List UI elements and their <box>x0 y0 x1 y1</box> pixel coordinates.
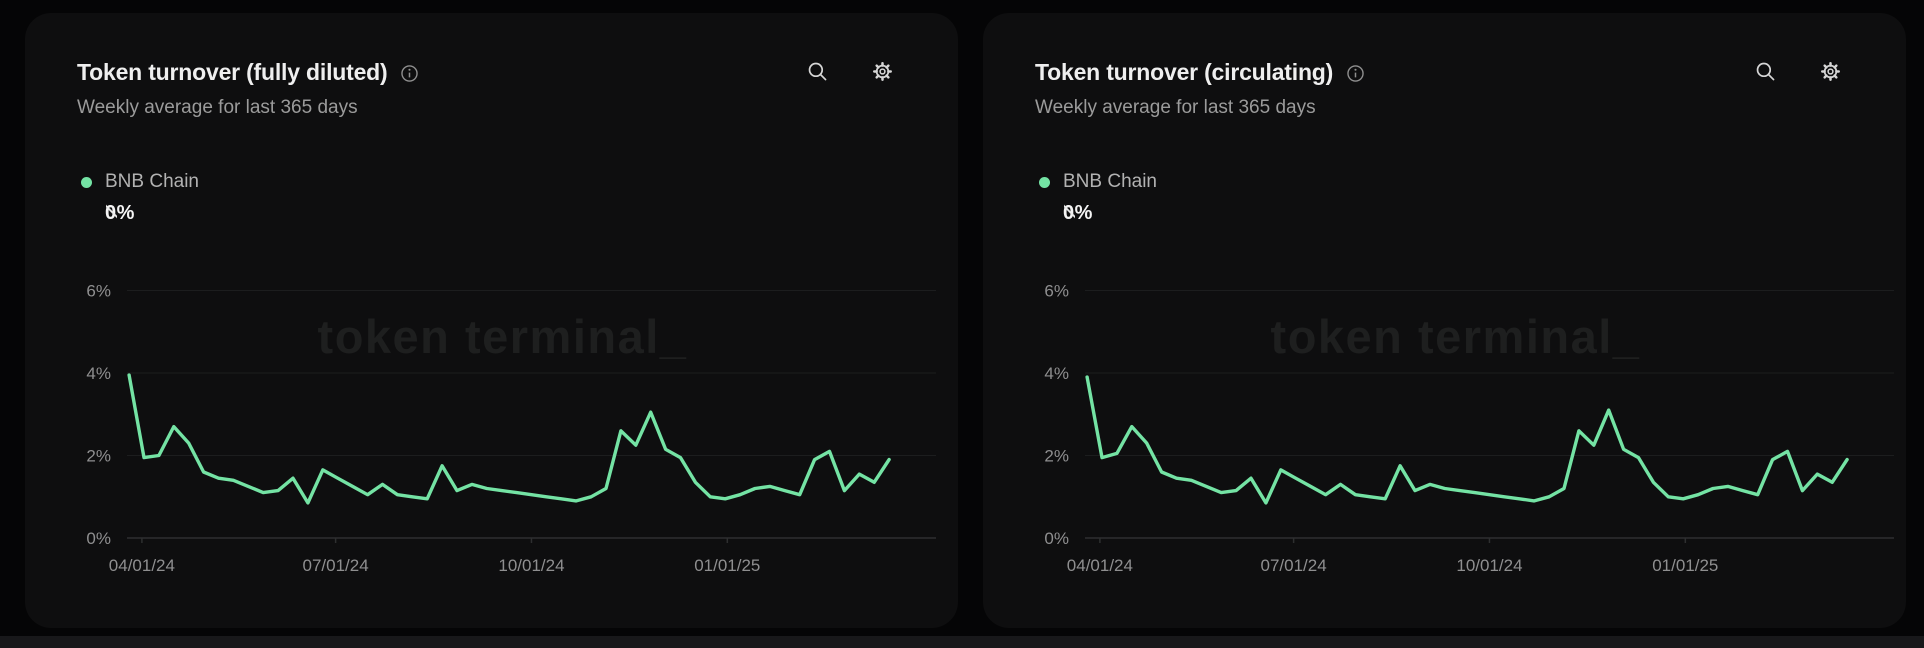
page-title: Token turnover (fully diluted) <box>77 59 388 85</box>
legend-value: 0% <box>105 202 135 224</box>
legend-item-bnb-chain[interactable]: BNB Chain <box>1035 170 1854 194</box>
turnover-fully-diluted-chart[interactable]: 0% 2% 4% 6% 04/01/24 07/01/24 10/01/24 01/01/25 <box>65 251 940 601</box>
svg-text:10/01/24: 10/01/24 <box>1456 556 1522 575</box>
svg-text:4%: 4% <box>1044 364 1069 383</box>
card-subtitle: Weekly average for last 365 days <box>1035 97 1316 118</box>
title-row: Token turnover (circulating) <box>1035 58 1366 86</box>
svg-text:0%: 0% <box>86 529 111 548</box>
page-bottom-strip <box>0 636 1924 648</box>
svg-text:2%: 2% <box>1044 447 1069 466</box>
legend: BNB Chain 0% <box>77 170 906 225</box>
svg-text:07/01/24: 07/01/24 <box>303 556 369 575</box>
header-icons <box>806 60 894 83</box>
settings-icon[interactable] <box>1819 60 1842 83</box>
svg-text:01/01/25: 01/01/25 <box>1652 556 1718 575</box>
search-icon[interactable] <box>806 60 829 83</box>
page-title: Token turnover (circulating) <box>1035 59 1334 85</box>
svg-text:2%: 2% <box>86 447 111 466</box>
legend-dot <box>1039 176 1050 188</box>
legend-label: BNB Chain <box>105 171 199 192</box>
card-header: Token turnover (fully diluted) <box>77 58 906 86</box>
legend-value: 0% <box>1063 202 1093 224</box>
svg-text:07/01/24: 07/01/24 <box>1261 556 1327 575</box>
svg-text:10/01/24: 10/01/24 <box>498 556 564 575</box>
svg-text:6%: 6% <box>1044 282 1069 301</box>
card-token-turnover-circulating: Token turnover (circulating) <box>983 13 1906 628</box>
info-icon[interactable] <box>1345 63 1366 84</box>
svg-text:0%: 0% <box>1044 529 1069 548</box>
svg-text:04/01/24: 04/01/24 <box>109 556 175 575</box>
chart-area: token terminal_ 0% 2% 4% 6% 04/01/24 07/01/24… <box>65 251 940 601</box>
title-row: Token turnover (fully diluted) <box>77 58 420 86</box>
chart-area: token terminal_ 0% 2% 4% 6% 04/01/24 07/01/24… <box>1023 251 1894 601</box>
header-icons <box>1754 60 1842 83</box>
search-icon[interactable] <box>1754 60 1777 83</box>
legend: BNB Chain 0% <box>1035 170 1854 225</box>
info-icon[interactable] <box>399 63 420 84</box>
legend-item-bnb-chain[interactable]: BNB Chain <box>77 170 906 194</box>
card-subtitle: Weekly average for last 365 days <box>77 97 358 118</box>
turnover-circulating-chart[interactable]: 0% 2% 4% 6% 04/01/24 07/01/24 10/01/24 01/01/25 <box>1023 251 1898 601</box>
svg-text:4%: 4% <box>86 364 111 383</box>
svg-text:01/01/25: 01/01/25 <box>694 556 760 575</box>
svg-text:04/01/24: 04/01/24 <box>1067 556 1133 575</box>
settings-icon[interactable] <box>871 60 894 83</box>
legend-dot <box>81 176 92 188</box>
card-token-turnover-fully-diluted: Token turnover (fully diluted) <box>25 13 958 628</box>
svg-text:6%: 6% <box>86 282 111 301</box>
legend-label: BNB Chain <box>1063 171 1157 192</box>
card-header: Token turnover (circulating) <box>1035 58 1854 86</box>
